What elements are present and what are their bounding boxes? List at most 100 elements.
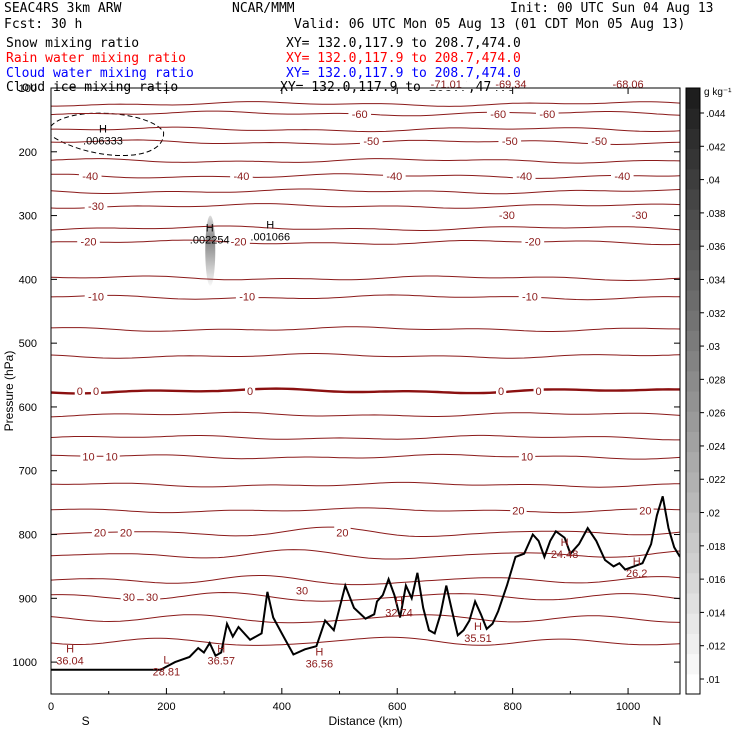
- colorbar-tick-label: .028: [706, 375, 726, 386]
- field-label-snow: Snow mixing ratio: [6, 36, 140, 51]
- contour-label: -40: [386, 171, 402, 183]
- contour-label-bg: [512, 169, 536, 183]
- contour-label-bg: [77, 234, 100, 248]
- colorbar-units: g kg⁻¹: [704, 87, 732, 98]
- x-axis-title: Distance (km): [328, 714, 402, 728]
- extremum-marker: H: [561, 537, 569, 549]
- colorbar-tick-label: .042: [706, 142, 726, 153]
- snow-dashed-contour: [51, 112, 165, 156]
- isotherm-line: [51, 353, 680, 359]
- contour-label-bg: [78, 169, 102, 183]
- contour-label-bg: [293, 583, 311, 597]
- isotherm-line: [51, 411, 680, 418]
- extremum-value: .002254: [190, 235, 230, 247]
- contour-label: 20: [120, 528, 132, 540]
- organization-label: NCAR/MMM: [232, 1, 295, 16]
- y-axis-title: Pressure (hPa): [2, 351, 16, 432]
- contour-label: 0: [93, 386, 99, 398]
- valid-time: Valid: 06 UTC Mon 05 Aug 13 (01 CDT Mon …: [294, 17, 686, 32]
- extremum-marker: H: [315, 647, 323, 659]
- colorbar-segment: [686, 189, 700, 210]
- colorbar-segment: [686, 532, 700, 554]
- colorbar-segment: [686, 88, 700, 109]
- y-tick-label: 1000: [13, 657, 37, 669]
- colorbar-segment: [686, 552, 700, 574]
- contour-label-bg: [227, 234, 250, 248]
- plot-frame: [50, 87, 681, 695]
- contour-label-bg: [535, 107, 559, 121]
- contour-label: -20: [525, 237, 541, 249]
- contour-label-bg: [518, 289, 542, 303]
- y-tick-label: 100: [19, 83, 37, 95]
- contour-label: -40: [614, 171, 630, 183]
- contour-label-bg: [495, 207, 519, 221]
- colorbar-tick-label: .014: [706, 608, 726, 619]
- isotherm-line: [51, 575, 680, 586]
- contour-label-bg: [587, 133, 611, 147]
- field-xy-snow: XY= 132.0,117.9 to 208.7,474.0: [286, 36, 521, 51]
- extremum-marker: H: [395, 596, 403, 608]
- x-tick-label: 0: [48, 701, 54, 713]
- contour-label: -40: [516, 171, 532, 183]
- contour-label: -60: [490, 109, 506, 121]
- contour-label-bg: [230, 169, 253, 183]
- contour-label-bg: [510, 503, 527, 517]
- contour-label-bg: [244, 384, 256, 397]
- extremum-marker: H: [217, 644, 225, 656]
- colorbar-segment: [686, 653, 700, 675]
- colorbar-segment: [686, 108, 700, 129]
- colorbar-segment: [686, 451, 700, 473]
- isotherm-line: [51, 507, 680, 514]
- x-tick-label: 400: [273, 701, 291, 713]
- model-title: SEAC4RS 3km ARW: [4, 1, 122, 16]
- contour-label-bg: [74, 384, 85, 397]
- contour-label: 20: [639, 505, 651, 517]
- y-tick-label: 400: [19, 274, 37, 286]
- contour-label: 0: [77, 386, 83, 398]
- colorbar-segment: [686, 431, 700, 453]
- contour-label: 0: [498, 386, 504, 398]
- contour-label-bg: [120, 590, 138, 604]
- isotherm-line: [51, 173, 680, 179]
- colorbar-tick-label: .032: [706, 309, 726, 320]
- contour-label: 10: [105, 452, 117, 464]
- colorbar-segment: [686, 492, 700, 513]
- extremum-marker: H: [206, 223, 214, 235]
- colorbar-segment: [686, 593, 700, 614]
- isotherm-line: [51, 158, 680, 164]
- contour-label-bg: [425, 77, 467, 91]
- contour-label: -10: [239, 292, 255, 304]
- cloud-ice-shading: [205, 215, 216, 286]
- contour-label: 0: [247, 386, 253, 398]
- colorbar-segment: [686, 148, 700, 170]
- contour-label-bg: [84, 199, 108, 213]
- y-tick-label: 300: [19, 211, 37, 223]
- colorbar-segment: [686, 350, 700, 372]
- extremum-marker: H: [633, 556, 641, 568]
- extremum-value: 28.81: [153, 666, 181, 678]
- contour-label: -30: [499, 210, 515, 222]
- contour-label: 30: [123, 592, 135, 604]
- contour-label: 10: [82, 452, 94, 464]
- contour-label-bg: [359, 133, 383, 147]
- contour-label-bg: [607, 77, 649, 91]
- colorbar-tick-label: .034: [706, 275, 726, 286]
- field-label-rain: Rain water mixing ratio: [6, 51, 187, 66]
- extremum-marker: H: [266, 219, 274, 231]
- contour-label-bg: [334, 525, 351, 539]
- isotherm-line: [51, 275, 680, 282]
- x-tick-label: 800: [503, 701, 521, 713]
- colorbar-tick-label: .04: [706, 176, 720, 187]
- init-time: Init: 00 UTC Sun 04 Aug 13: [510, 1, 714, 16]
- colorbar-tick-label: .02: [706, 509, 720, 520]
- y-tick-label: 800: [19, 530, 37, 542]
- isotherm-line: [51, 636, 680, 646]
- extremum-value: 36.56: [306, 659, 334, 671]
- contour-label: 20: [336, 528, 348, 540]
- colorbar-tick-label: .018: [706, 542, 726, 553]
- contour-label-bg: [490, 77, 532, 91]
- isotherm-line: [51, 225, 680, 231]
- isotherm-line: [51, 126, 680, 133]
